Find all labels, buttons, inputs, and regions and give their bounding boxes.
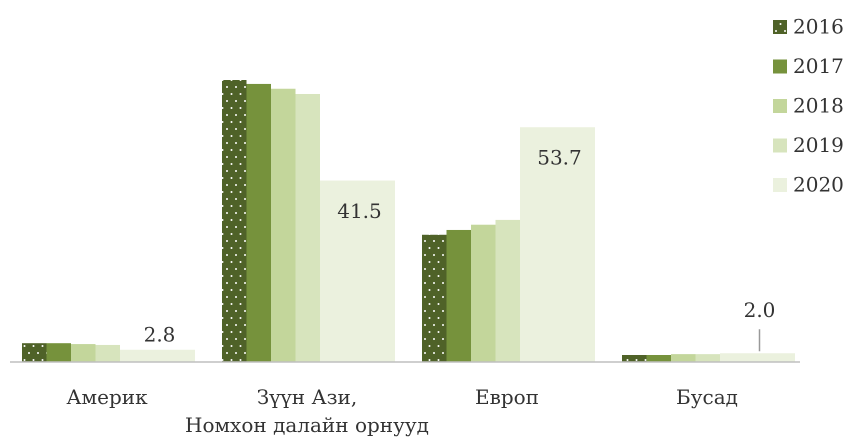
x-tick-label: Бусад — [676, 385, 738, 409]
bar — [320, 180, 395, 362]
bar — [120, 349, 195, 362]
x-tick-label: Зүүн Ази, Номхон далайн орнууд — [185, 385, 429, 437]
x-tick-label: Америк — [66, 385, 148, 409]
legend-label: 2016 — [793, 15, 844, 39]
bar — [222, 80, 247, 362]
bar — [46, 343, 71, 362]
bar — [95, 344, 120, 362]
value-label: 41.5 — [337, 199, 382, 223]
bar — [271, 88, 296, 362]
bar — [695, 354, 720, 362]
bar — [720, 353, 795, 362]
legend-swatch — [773, 178, 787, 192]
bar — [71, 344, 96, 362]
bar — [520, 127, 595, 363]
legend-label: 2017 — [793, 54, 844, 78]
bar — [495, 219, 520, 362]
bar — [671, 354, 696, 362]
bar — [446, 229, 471, 362]
legend-swatch — [773, 138, 787, 153]
bar — [422, 234, 447, 362]
legend-label: 2019 — [793, 133, 844, 157]
legend-swatch — [773, 20, 787, 34]
bar — [295, 93, 320, 363]
bar — [622, 355, 647, 362]
value-label: 53.7 — [537, 146, 582, 170]
bar — [22, 343, 47, 362]
bar — [471, 224, 496, 362]
bar — [646, 355, 671, 362]
value-label: 2.8 — [144, 322, 176, 346]
legend-label: 2020 — [793, 173, 844, 197]
bar — [246, 83, 271, 363]
legend-swatch — [773, 99, 787, 113]
legend-label: 2018 — [793, 94, 844, 118]
legend-swatch — [773, 59, 787, 74]
value-label: 2.0 — [744, 298, 776, 322]
x-tick-label: Европ — [474, 385, 540, 409]
